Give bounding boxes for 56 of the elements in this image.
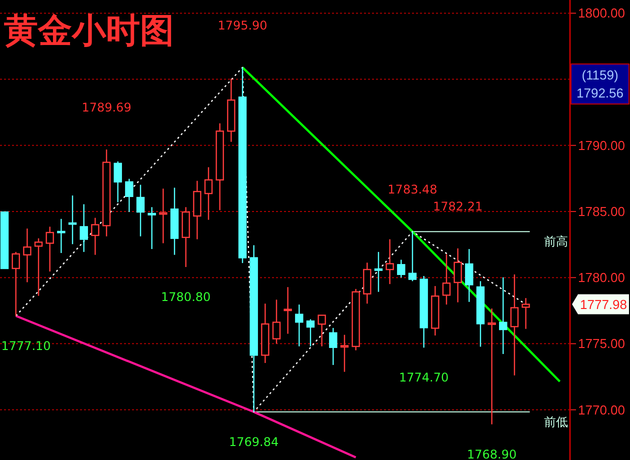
candlestick: [148, 206, 156, 250]
candlestick: [68, 194, 77, 245]
candlestick: [510, 274, 519, 376]
candlestick: [250, 244, 258, 412]
annotation: 1768.90: [466, 447, 517, 460]
text: (1159): [582, 68, 618, 82]
candlestick: [125, 178, 134, 213]
candlestick: [295, 304, 304, 347]
candlestick: [80, 204, 88, 253]
candlestick: [136, 184, 145, 237]
annotation: 1783.48: [388, 182, 438, 197]
y-tick-label: 1800.00: [578, 6, 625, 21]
y-tick-label: 1775.00: [578, 336, 625, 352]
candlestick: [499, 276, 508, 355]
ref-line-label: 前高: [544, 234, 568, 249]
candlestick: [284, 286, 292, 334]
candlestick: [454, 248, 462, 303]
y-tick-label: 1790.00: [578, 138, 625, 153]
candlestick: [193, 180, 202, 240]
annotation: 1782.21: [433, 199, 483, 214]
text: 1777.98: [580, 296, 627, 312]
ref-line-label: 前低: [544, 414, 568, 429]
candlestick: [352, 288, 360, 351]
candlestick: [442, 254, 451, 306]
candlestick: [170, 187, 179, 256]
candlestick: [102, 148, 111, 237]
candlestick: [204, 166, 213, 220]
annotation: 1795.90: [218, 18, 268, 32]
candlestick: [159, 188, 168, 244]
annotation: 1789.69: [82, 100, 132, 114]
candlestick: [216, 122, 224, 211]
candlestick: [91, 217, 100, 256]
candlestick: [227, 78, 236, 142]
annotation: 1769.84: [229, 434, 279, 449]
y-tick-label: 1780.00: [578, 270, 625, 286]
candlestick: [182, 206, 190, 268]
candlestick: [522, 297, 530, 330]
candlestick: [488, 308, 496, 425]
y-tick-label: 1785.00: [578, 204, 625, 219]
candlestick: [23, 228, 32, 283]
annotation: 1777.10: [1, 338, 51, 353]
candlestick: [420, 275, 428, 348]
chart-title: 黄金小时图: [4, 11, 174, 51]
candlestick: [340, 334, 349, 372]
text: 1792.56: [576, 86, 624, 100]
candlestick: [386, 238, 394, 285]
candlestick: [363, 262, 372, 304]
candlestick: [261, 303, 270, 364]
annotation: 1774.70: [399, 370, 449, 385]
candlestick: [329, 327, 338, 366]
candlestick: [465, 248, 474, 303]
candlestick: [57, 218, 66, 254]
annotation: 1780.80: [161, 290, 211, 304]
candlestick: [374, 251, 383, 292]
candlestick: [397, 259, 406, 278]
y-tick-label: 1770.00: [578, 402, 625, 418]
